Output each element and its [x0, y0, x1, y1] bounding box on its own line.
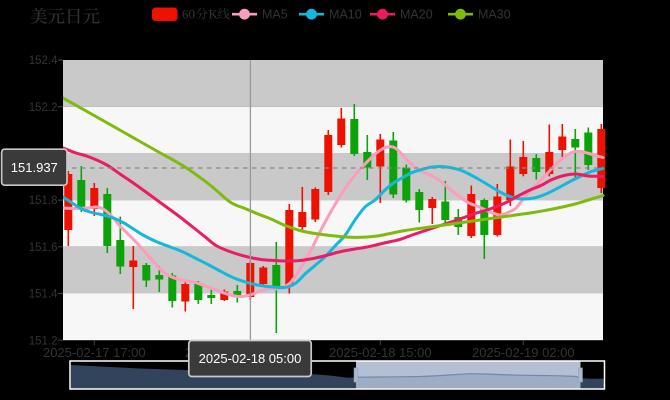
svg-text:2025-02-18 15:00: 2025-02-18 15:00 [329, 345, 432, 360]
svg-text:2025-02-18 05:00: 2025-02-18 05:00 [199, 351, 302, 366]
svg-text:K: K [209, 7, 219, 22]
svg-text:MA10: MA10 [329, 8, 362, 22]
svg-text:151.6: 151.6 [29, 242, 58, 254]
svg-text:MA30: MA30 [478, 8, 511, 22]
svg-text:151.4: 151.4 [29, 289, 58, 301]
svg-text:2025-02-19 02:00: 2025-02-19 02:00 [472, 345, 575, 360]
svg-text:151.2: 151.2 [29, 335, 58, 347]
svg-text:60: 60 [182, 7, 195, 22]
svg-text:152.2: 152.2 [29, 102, 58, 114]
svg-text:MA5: MA5 [262, 8, 288, 22]
svg-text:152.4: 152.4 [29, 55, 58, 67]
svg-text:151.8: 151.8 [29, 195, 58, 207]
svg-text:MA20: MA20 [400, 8, 433, 22]
svg-text:2025-02-17 17:00: 2025-02-17 17:00 [43, 345, 146, 360]
svg-text:151.937: 151.937 [11, 160, 58, 175]
